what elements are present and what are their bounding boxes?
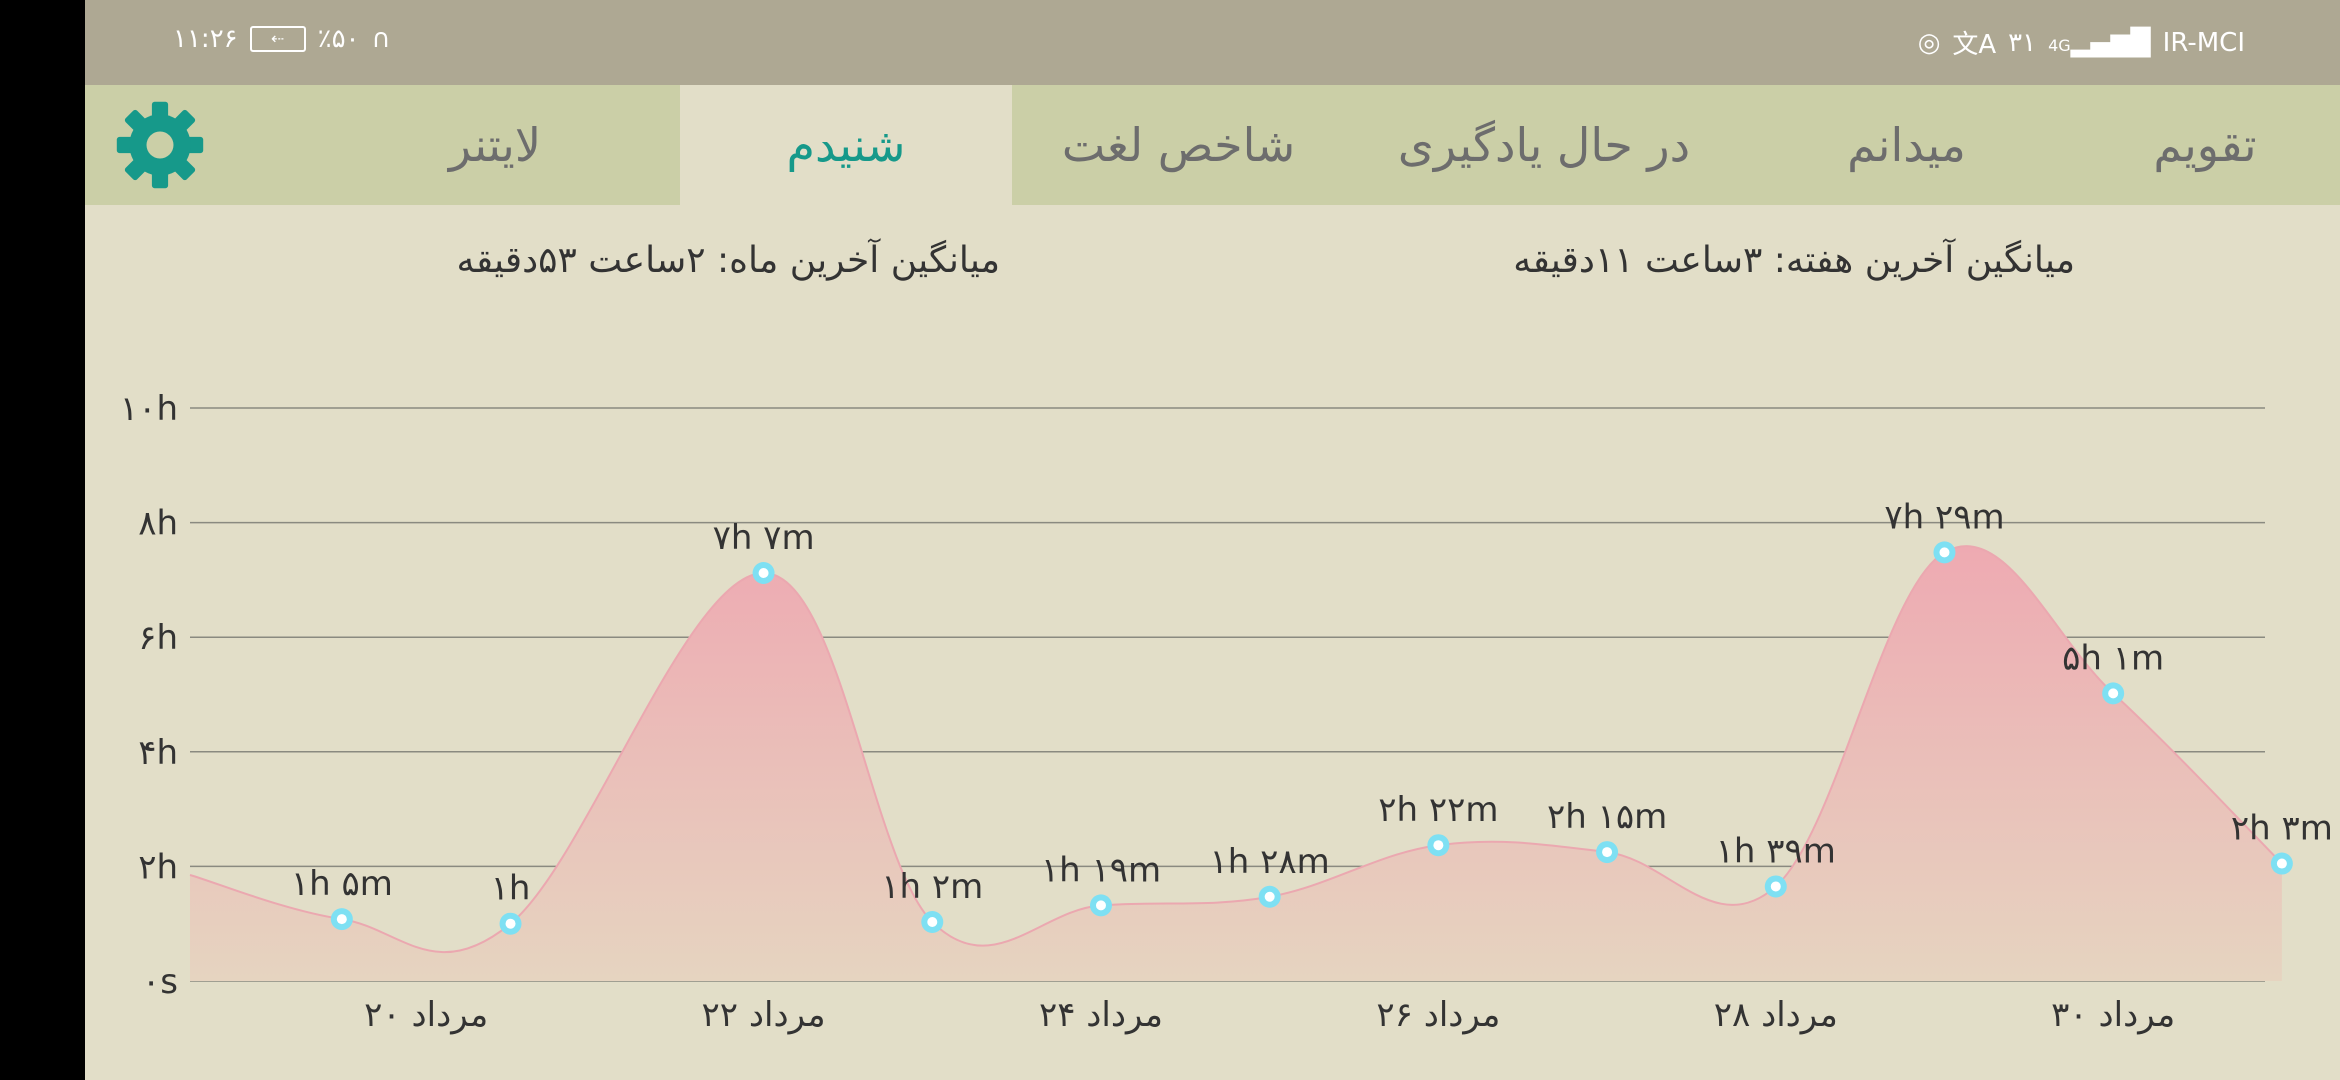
status-bar: ۱۱:۲۶ ⇠ ٪۵۰ ∩ ◎ 文A ۳۱ 4G▂▄▆█ IR-MCI [85,0,2340,85]
data-point-center [2276,858,2287,869]
data-label: ۱h ۵m [291,864,393,904]
data-label: ۲h ۳m [2231,809,2333,849]
data-point-center [336,914,347,925]
data-point-center [505,918,516,929]
data-point-center [1770,881,1781,892]
y-tick-label: ۲h [138,847,178,887]
translate-icon: 文A [1952,30,1997,60]
data-point-center [1264,891,1275,902]
signal-icon: 4G▂▄▆█ [2048,27,2151,58]
data-point-center [2108,688,2119,699]
tab-learning[interactable]: در حال یادگیری [1397,118,1691,172]
x-tick-label: ۲۲ مرداد [702,995,826,1035]
listening-time-chart: ۰s ۲h ۴h ۶h ۸h ۱۰h ۲۰ مرداد ۲۲ مرداد ۲۴ مرداد ۲۶… [120,389,2333,1035]
data-label: ۲h ۲۲m [1378,790,1498,830]
data-label: ۷h ۷m [713,518,815,558]
data-point-center [927,916,938,927]
headphones-icon: ∩ [371,24,391,54]
status-left: ۱۱:۲۶ ⇠ ٪۵۰ ∩ [173,24,391,54]
instagram-icon: ◎ [1917,27,1941,58]
x-axis: ۲۰ مرداد ۲۲ مرداد ۲۴ مرداد ۲۶ مرداد ۲۸ مرداد… [364,995,2175,1035]
battery-percent: ٪۵۰ [317,24,360,54]
data-point-center [758,568,769,579]
gear-icon[interactable] [115,100,205,190]
tab-heard[interactable]: شنیدم [680,85,1012,205]
data-point-center [1433,840,1444,851]
data-label: ۵h ۱m [2062,638,2164,678]
battery-icon: ⇠ [249,26,306,52]
data-point-center [1602,847,1613,858]
y-tick-label: ۴h [138,733,178,773]
data-label: ۱h ۲۸m [1210,842,1330,882]
x-tick-label: ۲۶ مرداد [1376,995,1500,1035]
x-tick-label: ۲۸ مرداد [1714,995,1838,1035]
status-right: ◎ 文A ۳۱ 4G▂▄▆█ IR-MCI [1918,24,2245,61]
data-label: ۱h ۲m [881,867,983,907]
monthly-average: میانگین آخرین ماه: ۲ساعت ۵۳دقیقه [456,240,1000,281]
carrier-name: IR-MCI [2162,27,2245,58]
y-tick-label: ۰s [142,962,178,1002]
area-fill [190,546,2282,981]
y-tick-label: ۸h [138,504,178,544]
clock: ۱۱:۲۶ [173,24,238,54]
y-tick-label: ۱۰h [120,389,178,429]
x-tick-label: ۲۰ مرداد [364,995,488,1035]
data-label: ۱h [491,869,531,909]
y-tick-label: ۶h [138,618,178,658]
tab-bar: تقویم میدانم در حال یادگیری شاخص لغت شنی… [85,85,2340,205]
app-screen: ۱۱:۲۶ ⇠ ٪۵۰ ∩ ◎ 文A ۳۱ 4G▂▄▆█ IR-MCI تقوی… [85,0,2340,1080]
data-label: ۷h ۲۹m [1884,497,2004,537]
data-label: ۱h ۳۹m [1716,831,1836,871]
tab-word-index[interactable]: شاخص لغت [1061,118,1296,172]
data-labels: ۱h ۵m ۱h ۷h ۷m ۱h ۲m ۱h ۱۹m ۱h ۲۸m ۲h ۲۲m ۲h ۱۵… [291,497,2333,908]
x-tick-label: ۳۰ مرداد [2051,995,2175,1035]
tab-known[interactable]: میدانم [1847,118,1966,172]
tab-leitner[interactable]: لایتنر [448,118,542,172]
data-label: ۱h ۱۹m [1041,850,1161,890]
tab-calendar[interactable]: تقویم [2153,118,2257,172]
data-point-center [1939,547,1950,558]
network-type: 4G [2048,35,2071,55]
data-point-center [1095,900,1106,911]
data-label: ۲h ۱۵m [1547,797,1667,837]
day-number: ۳۱ [2008,27,2037,58]
weekly-average: میانگین آخرین هفته: ۳ساعت ۱۱دقیقه [1513,240,2075,281]
x-tick-label: ۲۴ مرداد [1039,995,1163,1035]
y-axis: ۰s ۲h ۴h ۶h ۸h ۱۰h [120,389,178,1002]
data-points [330,541,2293,935]
